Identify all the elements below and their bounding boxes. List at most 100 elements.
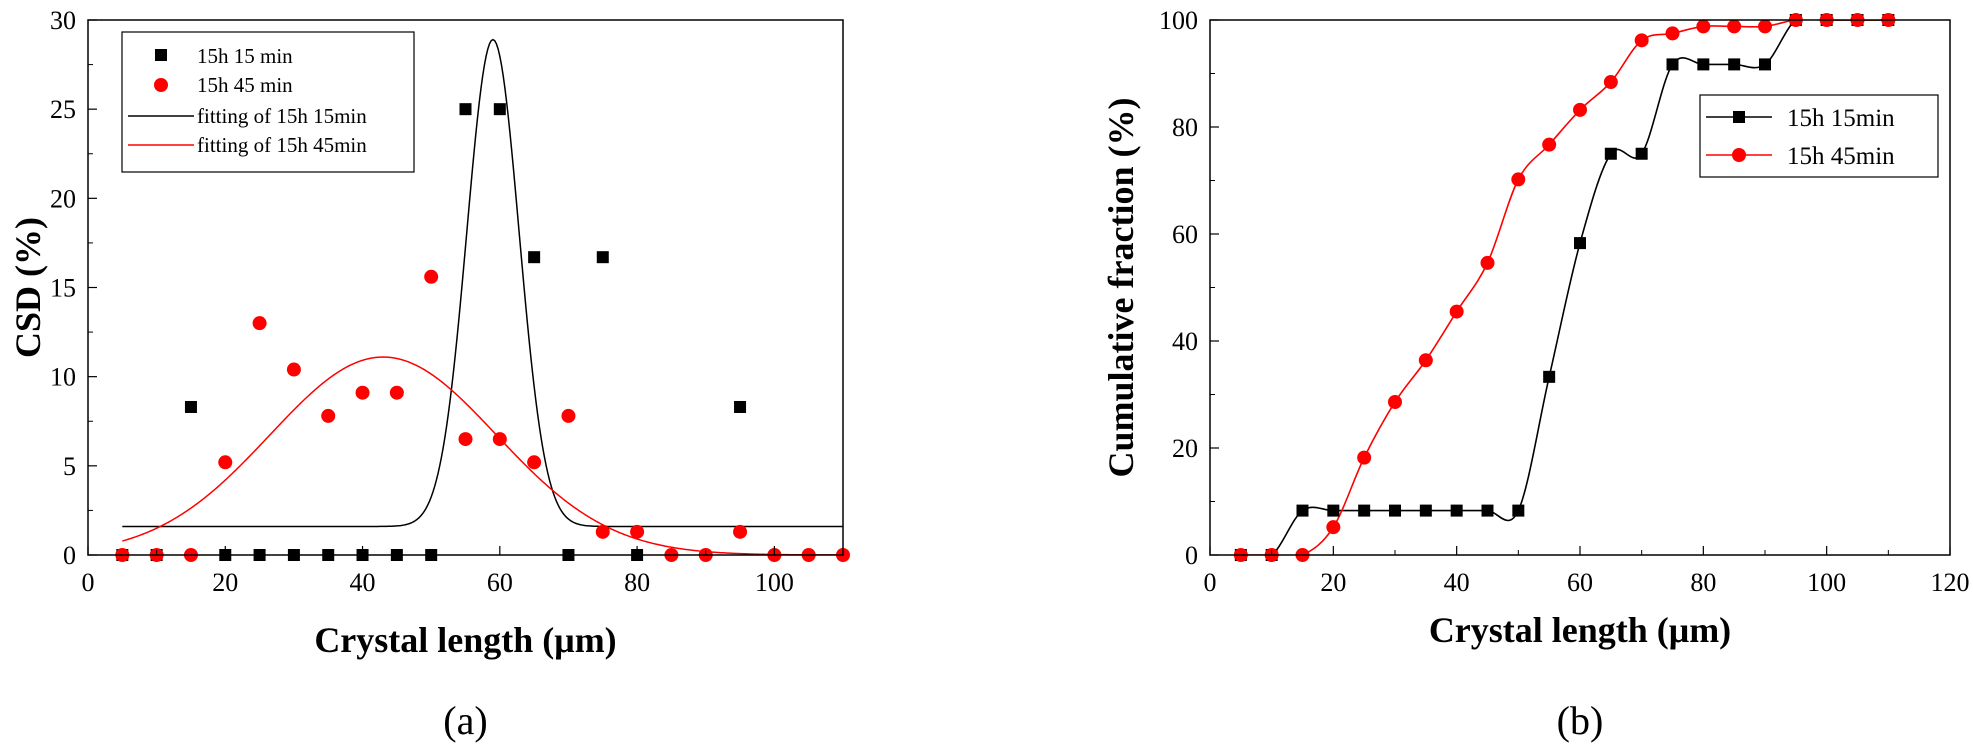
x-tick-label: 100 — [755, 568, 794, 597]
chart-b-xlabel: Crystal length (μm) — [1429, 610, 1731, 650]
y-tick-label: 60 — [1172, 220, 1198, 249]
series-line-15h-45min — [1240, 20, 1889, 555]
series-line-15h-15min — [1240, 20, 1889, 555]
data-point-15h-45min — [1758, 19, 1772, 34]
y-tick-label: 30 — [50, 6, 76, 35]
chart-a-xlabel: Crystal length (μm) — [314, 620, 616, 660]
x-tick-label: 0 — [82, 568, 95, 597]
chart-b-ylabel: Cumulative fraction (%) — [1101, 98, 1141, 478]
data-point-15h-15-min — [459, 103, 472, 116]
legend-a-marker-15h15 — [155, 49, 167, 61]
data-point-15h-15min — [1296, 504, 1309, 517]
x-tick-label: 60 — [1567, 568, 1593, 597]
data-point-15h-15min — [1419, 504, 1432, 517]
data-point-15h-45-min — [527, 455, 542, 470]
x-tick-label: 80 — [1690, 568, 1716, 597]
data-point-15h-45-min — [561, 408, 576, 423]
data-point-15h-15min — [1697, 58, 1710, 71]
data-point-15h-45-min — [252, 316, 267, 331]
chart-b-legend-box — [1699, 94, 1939, 178]
data-point-15h-45min — [1449, 304, 1464, 319]
data-point-15h-15min — [1358, 504, 1371, 517]
chart-b-marks — [1233, 13, 1896, 562]
x-tick-label: 120 — [1931, 568, 1970, 597]
x-tick-label: 20 — [1320, 568, 1346, 597]
data-point-15h-45-min — [355, 385, 370, 400]
data-point-15h-45min — [1696, 19, 1711, 34]
legend-a-marker-15h45 — [154, 78, 168, 92]
y-tick-label: 15 — [50, 274, 76, 303]
data-point-15h-15-min — [184, 400, 197, 413]
data-point-15h-15min — [1481, 504, 1494, 517]
legend-a-label-fit45: fitting of 15h 45min — [197, 133, 367, 157]
data-point-15h-45min — [1603, 75, 1618, 90]
y-tick-label: 5 — [63, 452, 76, 481]
data-point-15h-45min — [1727, 19, 1742, 34]
data-point-15h-45min — [1511, 172, 1526, 187]
x-tick-label: 0 — [1204, 568, 1217, 597]
series-lines — [1240, 20, 1889, 555]
chart-b-legend: 15h 15min 15h 45min — [1699, 94, 1939, 178]
chart-panel-a: 0 20 40 60 80 100 0 5 10 15 20 25 30 Crystal length … — [8, 6, 850, 743]
y-tick-label: 25 — [50, 95, 76, 124]
fit-curve-fitting-of-15h-45min — [122, 356, 843, 555]
data-point-15h-45-min — [286, 362, 301, 377]
series-points — [1233, 13, 1896, 562]
data-point-15h-15min — [1512, 504, 1525, 517]
data-point-15h-15min — [1635, 147, 1648, 160]
data-point-15h-45-min — [321, 408, 336, 423]
series-lines — [122, 38, 843, 555]
legend-b-marker-15h45 — [1732, 148, 1746, 162]
chart-a-axes: 0 20 40 60 80 100 0 5 10 15 20 25 30 — [50, 6, 794, 597]
data-point-15h-45min — [1357, 450, 1372, 465]
x-tick-label: 40 — [1444, 568, 1470, 597]
data-point-15h-15min — [1574, 237, 1586, 250]
legend-a-label-fit15: fitting of 15h 15min — [197, 104, 367, 128]
data-point-15h-45min — [1542, 137, 1557, 152]
y-tick-label: 80 — [1172, 113, 1198, 142]
y-tick-label: 20 — [1172, 434, 1198, 463]
x-tick-label: 60 — [487, 568, 513, 597]
data-point-15h-45-min — [733, 524, 748, 539]
data-point-15h-45min — [1634, 33, 1649, 48]
data-point-15h-45min — [1388, 394, 1402, 409]
chart-a-legend: 15h 15 min 15h 45 min fitting of 15h 15m… — [121, 31, 415, 173]
data-point-15h-15min — [1543, 370, 1556, 383]
data-point-15h-45-min — [630, 524, 645, 539]
fit-curve-fitting-of-15h-15min — [122, 38, 843, 528]
data-point-15h-45-min — [389, 385, 404, 400]
y-tick-label: 0 — [63, 541, 76, 570]
data-point-15h-15min — [1728, 58, 1741, 71]
chart-b-panel-label: (b) — [1557, 698, 1604, 743]
data-point-15h-45min — [1418, 353, 1433, 368]
data-point-15h-45-min — [218, 455, 233, 470]
chart-panel-b: 0 20 40 60 80 100 120 0 20 40 60 80 100 Crystal leng… — [1101, 6, 1970, 743]
chart-b-axes: 0 20 40 60 80 100 120 0 20 40 60 80 100 — [1159, 6, 1970, 597]
chart-a-legend-box — [121, 31, 415, 173]
legend-b-label-15h15: 15h 15min — [1787, 105, 1895, 132]
data-point-15h-15min — [1450, 504, 1463, 517]
data-point-15h-45-min — [492, 432, 507, 447]
y-tick-label: 100 — [1159, 6, 1198, 35]
y-tick-label: 10 — [50, 363, 76, 392]
legend-a-label-15h45: 15h 45 min — [197, 73, 293, 97]
data-point-15h-15min — [1327, 504, 1340, 517]
data-point-15h-45min — [1326, 520, 1341, 535]
legend-b-marker-15h15 — [1733, 111, 1745, 123]
chart-a-ylabel: CSD (%) — [8, 217, 48, 358]
legend-a-label-15h15: 15h 15 min — [197, 44, 293, 68]
data-point-15h-45min — [1665, 26, 1680, 41]
data-point-15h-15-min — [596, 251, 609, 264]
data-point-15h-15min — [1604, 147, 1617, 160]
data-point-15h-15min — [1389, 504, 1401, 517]
legend-b-label-15h45: 15h 45min — [1787, 143, 1895, 170]
x-tick-label: 20 — [212, 568, 238, 597]
data-point-15h-15min — [1666, 58, 1679, 71]
x-tick-label: 40 — [350, 568, 376, 597]
data-point-15h-45-min — [595, 524, 610, 539]
data-point-15h-45-min — [458, 432, 473, 447]
chart-a-panel-label: (a) — [443, 698, 487, 743]
data-point-15h-45min — [1480, 255, 1495, 270]
y-tick-label: 40 — [1172, 327, 1198, 356]
